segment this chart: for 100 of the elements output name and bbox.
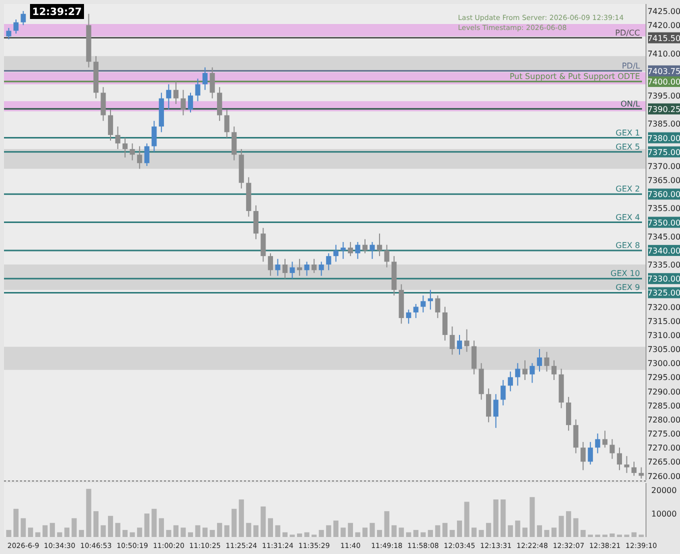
bar — [370, 522, 375, 537]
bar — [238, 499, 244, 537]
candlestick — [508, 371, 513, 392]
candlestick — [340, 242, 346, 260]
ref-line-label: GEX 1 — [616, 128, 640, 138]
candlestick — [260, 227, 266, 262]
bar — [232, 508, 237, 537]
y-tick-label: 7285.00 — [647, 401, 680, 410]
ref-line-label: ON/L — [620, 99, 641, 108]
candlestick — [6, 27, 12, 40]
bar — [158, 518, 164, 537]
candlestick — [195, 78, 200, 102]
candlestick — [144, 142, 150, 166]
y-tick-label: 7270.00 — [647, 444, 680, 453]
candlestick — [282, 258, 288, 280]
bar — [515, 520, 520, 537]
y-tick-label: 7280.00 — [647, 415, 680, 424]
bar — [173, 525, 178, 537]
candlestick — [318, 261, 324, 276]
bar — [6, 530, 12, 537]
bar — [406, 532, 412, 537]
bar — [304, 532, 310, 537]
candlestick — [624, 456, 630, 474]
candlestick — [326, 252, 332, 271]
y-tick-label: 7310.00 — [647, 330, 680, 340]
bar — [500, 499, 506, 537]
bar — [420, 532, 426, 537]
bar — [472, 528, 477, 537]
candlestick — [515, 362, 520, 386]
y-tick-label: 10000 — [651, 510, 677, 519]
bar — [558, 516, 564, 537]
candlestick — [384, 244, 390, 268]
bar — [28, 528, 34, 537]
bar — [435, 525, 440, 537]
y-tick-label: 7315.00 — [647, 316, 680, 326]
bar — [522, 528, 528, 537]
candlestick — [275, 258, 280, 276]
candlestick — [580, 441, 586, 471]
bar — [348, 522, 353, 537]
bar — [580, 530, 586, 537]
candlestick — [180, 89, 186, 116]
bar — [188, 532, 194, 537]
bar — [35, 532, 40, 537]
candlestick — [290, 261, 295, 280]
candlestick — [304, 261, 310, 276]
candlestick — [188, 92, 194, 113]
bar — [100, 525, 106, 537]
bar — [202, 528, 208, 537]
candlestick — [450, 326, 455, 356]
bar — [108, 516, 114, 537]
bar — [566, 511, 572, 537]
bar — [362, 528, 368, 537]
bar — [442, 522, 448, 537]
bar — [530, 497, 535, 537]
candlestick — [232, 126, 237, 161]
candlestick — [20, 10, 26, 26]
bar — [297, 533, 302, 537]
bar — [551, 528, 557, 537]
y-tick-label: 7370.00 — [647, 162, 680, 171]
y-tick-label: 7360.00 — [647, 190, 680, 200]
candlestick — [566, 396, 572, 432]
bar — [93, 511, 99, 537]
bar — [115, 522, 120, 537]
candlestick — [420, 295, 426, 313]
candlestick — [595, 433, 600, 454]
candlestick — [115, 126, 120, 150]
candlestick — [435, 295, 440, 319]
bar — [610, 533, 615, 537]
ref-line-label: Put Support & Put Support ODTE — [510, 72, 640, 81]
bar — [456, 520, 462, 537]
ref-line-label: GEX 2 — [616, 184, 640, 194]
y-tick-label: 7330.00 — [647, 274, 680, 284]
candlestick — [333, 244, 338, 262]
bar — [478, 530, 484, 537]
candlestick — [152, 120, 157, 152]
bar — [137, 528, 142, 537]
bar — [493, 499, 498, 537]
y-tick-label: 7320.00 — [647, 302, 680, 312]
y-tick-label: 20000 — [651, 486, 677, 496]
y-tick-label: 7290.00 — [647, 387, 680, 396]
candlestick — [610, 438, 615, 460]
candlestick — [638, 466, 644, 480]
bar — [573, 518, 578, 537]
bar — [224, 525, 230, 537]
candlestick — [355, 242, 360, 260]
y-tick-label: 7420.00 — [647, 21, 680, 30]
bar — [508, 525, 513, 537]
bar — [166, 530, 172, 537]
candlestick — [573, 418, 578, 454]
candlestick — [631, 461, 637, 476]
bar — [544, 530, 550, 537]
candlestick — [406, 309, 412, 324]
y-tick-label: 7345.00 — [647, 232, 680, 242]
y-tick-label: 7305.00 — [647, 345, 680, 354]
bar — [64, 528, 70, 537]
bar — [130, 532, 135, 537]
y-tick-label: 7275.00 — [647, 430, 680, 439]
bar — [260, 506, 266, 537]
candlestick — [224, 109, 230, 138]
candlestick — [210, 66, 215, 99]
